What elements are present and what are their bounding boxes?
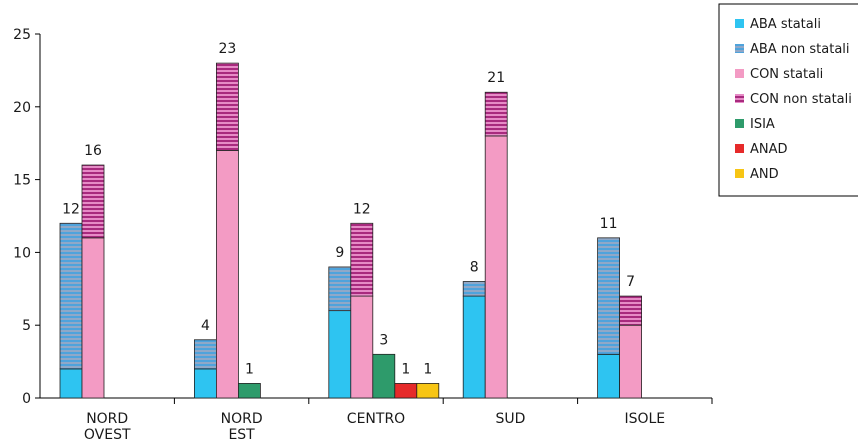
bar-segment-aba-statali (597, 353, 620, 399)
y-tick-label: 0 (22, 391, 31, 407)
bar-segment-con-non-statali (215, 62, 239, 151)
y-tick-label: 25 (13, 27, 31, 43)
bar-segment-con-non-statali (350, 222, 374, 297)
legend-swatch (735, 44, 744, 53)
y-tick-label: 15 (13, 173, 31, 189)
x-tick-label: ISOLE (624, 411, 665, 427)
x-tick-label: NORD OVEST (84, 411, 131, 443)
axes: 0 5 10 15 20 25 NORD OVEST NORD EST CENTRO SUD ISOLE (13, 27, 713, 443)
bar-segment-anad (394, 383, 418, 399)
bar-segment-con-non-statali (81, 164, 105, 239)
bar-segment-aba-non-statali (462, 281, 486, 297)
x-tick-label: CENTRO (347, 411, 405, 427)
bar-total-label: 7 (626, 274, 635, 290)
legend-label: CON non statali (750, 92, 852, 107)
bar-total-label: 11 (600, 216, 618, 232)
bar-total-label: 23 (218, 41, 236, 57)
bar-total-label: 9 (335, 245, 344, 261)
bar-segment-aba-non-statali (328, 266, 352, 312)
y-tick-label: 20 (13, 100, 31, 116)
bar-segment-con-non-statali (619, 295, 642, 326)
bar-segment-aba-statali (193, 368, 217, 399)
bar-segment-con-non-statali (484, 91, 508, 137)
legend-swatch (735, 69, 744, 78)
y-tick-label: 5 (22, 318, 31, 334)
bar-segment-aba-statali (328, 310, 352, 399)
legend-label: ABA statali (750, 17, 821, 32)
bar-segment-isia (237, 383, 261, 399)
bar-segment-con-statali (350, 295, 374, 399)
bar-segment-aba-non-statali (59, 222, 83, 370)
bar-total-label: 1 (423, 361, 432, 377)
legend-label: ANAD (750, 142, 788, 157)
legend-label: AND (750, 167, 779, 182)
bar-segment-aba-non-statali (193, 339, 217, 370)
bar-total-label: 4 (201, 318, 210, 334)
legend-label: ABA non statali (750, 42, 850, 57)
bar-segment-aba-statali (462, 295, 486, 399)
bar-segment-con-statali (484, 135, 508, 399)
bar-segment-isia (372, 353, 396, 399)
legend-swatch (735, 19, 744, 28)
bar-segment-and (416, 383, 440, 399)
y-tick-label: 10 (13, 245, 31, 261)
bar-segment-con-statali (215, 150, 239, 399)
bar-total-label: 12 (62, 201, 80, 217)
bar-total-label: 3 (379, 332, 388, 348)
bar-total-label: 12 (353, 201, 371, 217)
bar-segment-con-statali (81, 237, 105, 399)
bar-segment-con-statali (619, 324, 642, 399)
legend-label: CON statali (750, 67, 823, 82)
x-tick-label: SUD (495, 411, 525, 427)
legend-swatch (735, 94, 744, 103)
bar-total-label: 8 (470, 260, 479, 276)
bars (59, 62, 642, 399)
bar-total-label: 1 (401, 361, 410, 377)
bar-segment-aba-statali (59, 368, 83, 399)
x-tick-label: NORD EST (221, 411, 263, 443)
legend-swatch (735, 119, 744, 128)
legend-swatch (735, 144, 744, 153)
bar-total-label: 21 (487, 70, 505, 86)
bar-total-label: 1 (245, 361, 254, 377)
bar-segment-aba-non-statali (597, 237, 620, 355)
legend-swatch (735, 169, 744, 178)
bar-total-label: 16 (84, 143, 102, 159)
legend: ABA statali ABA non statali CON statali CON… (718, 3, 858, 197)
legend-label: ISIA (750, 117, 775, 132)
